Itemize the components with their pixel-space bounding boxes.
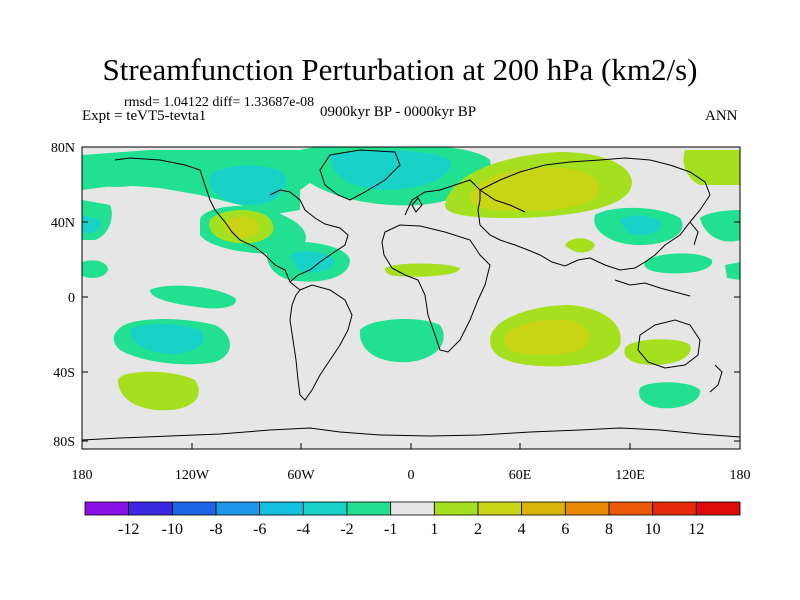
colorbar <box>84 501 741 516</box>
contour-region <box>90 153 170 187</box>
coastline-british-isles <box>411 197 423 213</box>
contour-region <box>683 150 740 185</box>
colorbar-label: 4 <box>518 521 526 538</box>
tick-marks <box>81 146 741 449</box>
colorbar-swatch <box>652 501 697 516</box>
colorbar-swatch <box>84 501 130 516</box>
contour-region <box>384 263 460 277</box>
colorbar-swatch <box>259 501 304 516</box>
contour-region <box>624 339 691 366</box>
colorbar-label: -8 <box>209 521 222 538</box>
colorbar-labels: -12 -10 -8 -6 -4 -2 -1 1 2 4 6 8 10 12 <box>118 521 704 538</box>
contour-region <box>82 260 108 278</box>
contour-region <box>700 210 740 242</box>
coastline-south-america <box>289 284 353 401</box>
colorbar-label: -2 <box>340 521 353 538</box>
contour-region <box>118 371 199 411</box>
contour-region <box>359 318 444 363</box>
coastline-greenland <box>319 149 401 201</box>
colorbar-label: -1 <box>384 521 397 538</box>
coastline-asia <box>477 157 711 271</box>
lon-label-60w: 60W <box>287 468 315 483</box>
lon-label-180e: 180 <box>730 468 751 483</box>
colorbar-label: -12 <box>118 521 139 538</box>
contour-region <box>150 285 236 309</box>
colorbar-label: -6 <box>253 521 266 538</box>
lat-label-40n: 40N <box>51 216 75 231</box>
coastline-africa <box>381 224 491 353</box>
coastline-north-america <box>269 189 349 283</box>
coastline-indonesia <box>614 279 691 297</box>
colorbar-swatch <box>390 501 435 516</box>
latitude-labels: 80N 40N 0 40S 80S <box>51 141 75 450</box>
experiment-label: Expt = teVT5-tevta1 <box>82 108 207 124</box>
lat-label-40s: 40S <box>53 366 75 381</box>
colorbar-label: 8 <box>605 521 613 538</box>
coastline-north-america <box>114 157 301 291</box>
colorbar-swatch <box>215 501 261 516</box>
contour-region <box>639 382 701 409</box>
colorbar-label: 6 <box>561 521 569 538</box>
coastline-new-zealand <box>709 364 723 393</box>
colorbar-swatch <box>695 501 741 516</box>
colorbar-label: 12 <box>688 521 704 538</box>
contour-region <box>504 319 589 355</box>
colorbar-label: 1 <box>430 521 438 538</box>
lat-label-80s: 80S <box>53 435 75 450</box>
colorbar-swatch <box>302 501 348 516</box>
contour-region <box>330 150 451 190</box>
coastline-layer <box>82 149 740 441</box>
colorbar-label: 10 <box>645 521 661 538</box>
colorbar-swatch <box>521 501 566 516</box>
colorbar-label: 2 <box>474 521 482 538</box>
lon-label-180w: 180 <box>72 468 93 483</box>
coastline-australia <box>637 319 701 369</box>
season-label: ANN <box>705 108 738 124</box>
colorbar-swatch <box>433 501 479 516</box>
coastline-antarctica <box>82 427 740 441</box>
lat-label-80n: 80N <box>51 141 75 156</box>
contour-region <box>644 253 713 274</box>
colorbar-swatch <box>171 501 217 516</box>
lon-label-60e: 60E <box>509 468 532 483</box>
contour-region <box>82 215 101 234</box>
lon-label-120e: 120E <box>615 468 645 483</box>
coastline-japan <box>689 221 699 246</box>
lat-label-0: 0 <box>68 291 75 306</box>
colorbar-swatch <box>564 501 610 516</box>
contour-region <box>620 215 662 236</box>
colorbar-swatch <box>608 501 654 516</box>
contour-region <box>725 262 740 280</box>
contour-region <box>565 238 595 253</box>
colorbar-label: -10 <box>162 521 183 538</box>
coastline-europe <box>404 179 526 216</box>
lon-label-0: 0 <box>408 468 415 483</box>
colorbar-swatch <box>128 501 173 516</box>
colorbar-label: -4 <box>297 521 310 538</box>
colorbar-swatch <box>477 501 523 516</box>
map-title: Streamfunction Perturbation at 200 hPa (… <box>102 52 698 87</box>
contour-fill-layer <box>82 147 740 411</box>
longitude-labels: 180 120W 60W 0 60E 120E 180 <box>72 468 751 483</box>
colorbar-swatch <box>346 501 392 516</box>
period-label: 0900kyr BP - 0000kyr BP <box>320 104 477 120</box>
lon-label-120w: 120W <box>175 468 210 483</box>
rmsd-diff-stats: rmsd= 1.04122 diff= 1.33687e-08 <box>124 95 315 110</box>
contour-region <box>209 165 286 205</box>
contour-region <box>130 324 204 354</box>
contour-region <box>290 251 335 273</box>
contour-region <box>469 167 599 212</box>
